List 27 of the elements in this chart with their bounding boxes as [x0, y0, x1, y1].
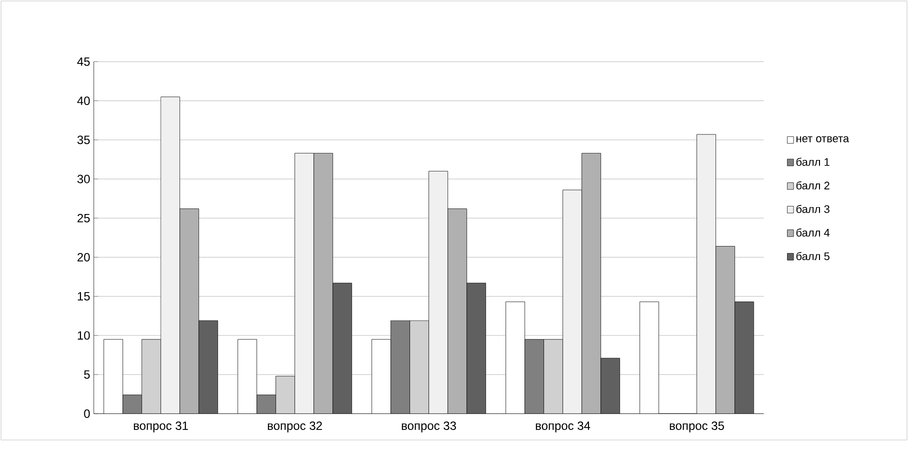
y-tick-label: 35: [77, 136, 90, 144]
x-tick-label: вопрос 33: [402, 421, 456, 432]
x-tick-label: вопрос 31: [134, 421, 188, 432]
x-tick-label: вопрос 34: [536, 421, 590, 432]
bar: [734, 302, 754, 414]
y-tick-label: 45: [77, 57, 90, 66]
y-tick-label: 20: [78, 252, 90, 262]
y-tick-label: 10: [78, 331, 90, 340]
legend-label: балл 1: [796, 158, 830, 166]
legend-label: нет ответа: [796, 136, 850, 142]
y-tick-label: 5: [84, 370, 90, 379]
x-tick-label: вопрос 35: [670, 421, 724, 432]
bar: [466, 283, 486, 414]
legend-label: балл 4: [796, 228, 830, 237]
bar: [332, 283, 352, 414]
y-tick-label: 30: [77, 174, 90, 184]
bar: [640, 302, 659, 414]
legend-label: балл 5: [796, 252, 830, 260]
y-tick-label: 0: [84, 409, 90, 418]
bar: [600, 358, 620, 414]
legend-label: балл 2: [796, 181, 830, 190]
y-tick-label: 40: [77, 96, 90, 106]
y-tick-label: 25: [78, 214, 90, 222]
y-tick-label: 15: [78, 292, 90, 301]
legend-label: балл 3: [796, 204, 830, 213]
x-tick-label: вопрос 32: [268, 421, 322, 432]
bar: [198, 320, 218, 414]
